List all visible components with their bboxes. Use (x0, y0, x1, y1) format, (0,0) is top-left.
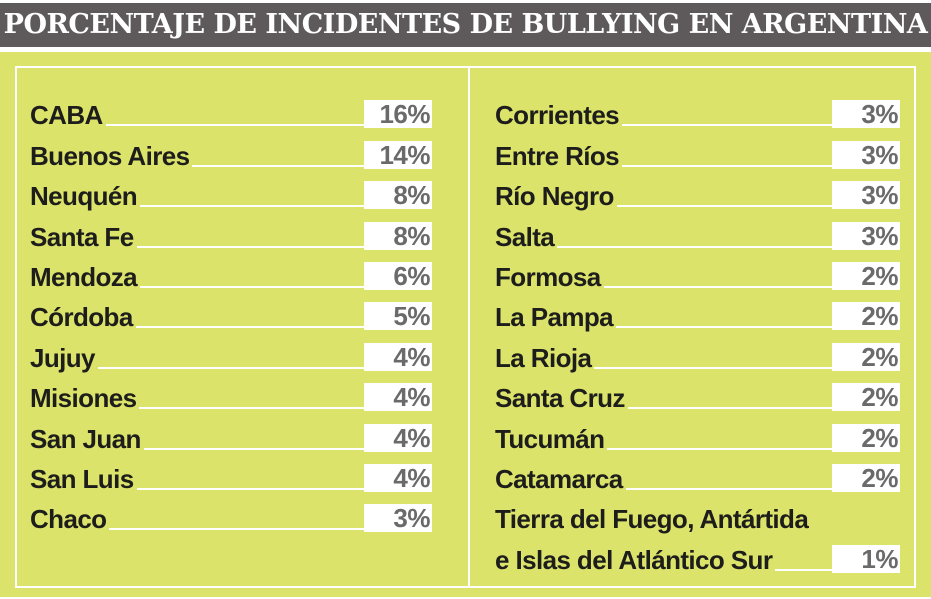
table-row: CABA 16% (30, 90, 432, 130)
row-value: 4% (364, 463, 432, 492)
row-value: 1% (832, 544, 900, 573)
leader-line (622, 124, 832, 127)
leader-line (775, 568, 832, 571)
table-row: La Rioja 2% (495, 332, 900, 373)
table-row: Entre Ríos 3% (495, 130, 900, 171)
row-value: 4% (364, 342, 432, 371)
right-column: Corrientes 3% Entre Ríos 3% Río Negro 3% Salta… (495, 90, 900, 575)
row-value: 3% (832, 181, 900, 210)
table-row: Río Negro 3% (495, 171, 900, 211)
table-row: Santa Cruz 2% (495, 373, 900, 413)
table-row: Formosa 2% (495, 252, 900, 292)
table-row: La Pampa 2% (495, 292, 900, 332)
table-row: Córdoba 5% (30, 292, 432, 332)
leader-line (109, 528, 364, 531)
table-row: Santa Fe 8% (30, 211, 432, 252)
table-row: Mendoza 6% (30, 252, 432, 292)
row-label: Corrientes (495, 100, 620, 131)
row-value: 3% (832, 100, 900, 129)
leader-line (105, 124, 364, 127)
row-label: Tierra del Fuego, Antártida (495, 504, 809, 535)
table-row: Salta 3% (495, 211, 900, 252)
leader-line (616, 326, 832, 329)
table-row: Catamarca 2% (495, 454, 900, 494)
table-row: Corrientes 3% (495, 90, 900, 130)
row-value: 2% (832, 302, 900, 331)
table-frame: CABA 16% Buenos Aires 14% Neuquén 8% Santa Fe 8… (15, 66, 916, 588)
row-value: 4% (364, 383, 432, 412)
leader-line (627, 407, 832, 410)
row-label: Catamarca (495, 463, 623, 494)
row-label: Santa Fe (30, 221, 134, 252)
row-value: 8% (364, 181, 432, 210)
leader-line (143, 447, 364, 450)
row-label: Buenos Aires (30, 140, 190, 171)
row-value: 2% (832, 423, 900, 452)
row-label: Entre Ríos (495, 140, 620, 171)
left-column: CABA 16% Buenos Aires 14% Neuquén 8% Santa Fe 8… (30, 90, 432, 534)
leader-line (136, 245, 364, 248)
table-row: e Islas del Atlántico Sur 1% (495, 534, 900, 575)
table-row: Tucumán 2% (495, 413, 900, 454)
row-label: Neuquén (30, 181, 138, 212)
table-row: Jujuy 4% (30, 332, 432, 373)
row-label: Jujuy (30, 342, 96, 373)
table-row: San Luis 4% (30, 454, 432, 494)
table-row: Tierra del Fuego, Antártida (495, 494, 900, 534)
leader-line (607, 447, 832, 450)
table-row: Neuquén 8% (30, 171, 432, 211)
row-value: 3% (832, 140, 900, 169)
table-row: Buenos Aires 14% (30, 130, 432, 171)
row-value: 6% (364, 261, 432, 290)
row-label: Santa Cruz (495, 383, 625, 414)
table-panel: CABA 16% Buenos Aires 14% Neuquén 8% Santa Fe 8… (0, 52, 931, 597)
column-divider (468, 68, 470, 586)
row-label: Formosa (495, 261, 601, 292)
leader-line (557, 245, 832, 248)
row-label: San Juan (30, 423, 141, 454)
leader-line (139, 407, 364, 410)
row-value: 8% (364, 221, 432, 250)
row-label: Tucumán (495, 423, 605, 454)
row-value: 3% (832, 221, 900, 250)
row-label: Córdoba (30, 302, 133, 333)
row-value: 2% (832, 342, 900, 371)
row-value: 14% (364, 140, 432, 169)
row-label: CABA (30, 100, 103, 131)
leader-line (140, 285, 364, 288)
row-value: 4% (364, 423, 432, 452)
row-value: 16% (364, 100, 432, 129)
row-value: 2% (832, 463, 900, 492)
row-value: 3% (364, 504, 432, 533)
leader-line (625, 487, 832, 490)
row-label: San Luis (30, 463, 134, 494)
leader-line (140, 205, 364, 208)
leader-line (136, 487, 364, 490)
row-label: Salta (495, 221, 555, 252)
row-label: La Rioja (495, 342, 592, 373)
row-label: Río Negro (495, 181, 614, 212)
leader-line (97, 366, 364, 369)
row-value: 2% (832, 383, 900, 412)
leader-line (603, 285, 832, 288)
table-row: San Juan 4% (30, 413, 432, 454)
chart-title: PORCENTAJE DE INCIDENTES DE BULLYING EN … (0, 3, 931, 47)
row-label: Mendoza (30, 261, 138, 292)
row-label: La Pampa (495, 302, 614, 333)
row-value: 2% (832, 261, 900, 290)
row-label: e Islas del Atlántico Sur (495, 544, 773, 575)
leader-line (622, 164, 832, 167)
table-row: Misiones 4% (30, 373, 432, 413)
row-value: 5% (364, 302, 432, 331)
table-row: Chaco 3% (30, 494, 432, 534)
leader-line (192, 164, 364, 167)
leader-line (616, 205, 832, 208)
leader-line (135, 326, 364, 329)
row-label: Chaco (30, 504, 107, 535)
row-label: Misiones (30, 383, 137, 414)
leader-line (594, 366, 832, 369)
